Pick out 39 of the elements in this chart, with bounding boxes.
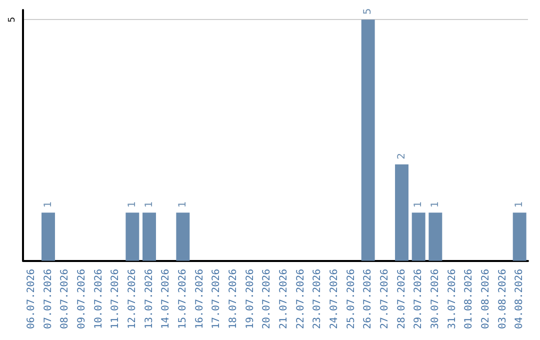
data-label: 2 [396,152,408,160]
x-tick-label: 06.07.2026 [26,268,37,330]
x-tick-label: 16.07.2026 [194,268,206,330]
x-tick-label: 03.08.2026 [497,268,508,330]
data-label: 1 [42,201,54,208]
data-label: 5 [362,8,374,15]
data-label: 1 [514,201,526,208]
x-tick-label: 13.07.2026 [144,268,155,330]
x-tick-label: 11.07.2026 [110,268,122,330]
x-tick-label: 28.07.2026 [396,268,408,330]
data-label: 1 [177,201,188,208]
x-tick-label: 29.07.2026 [413,268,424,330]
x-tick-label: 24.07.2026 [328,268,340,330]
x-tick-label: 15.07.2026 [177,268,188,330]
x-tick-label: 31.07.2026 [446,268,458,330]
x-tick-label: 23.07.2026 [312,268,324,330]
x-tick-label: 20.07.2026 [262,268,273,330]
data-label: 1 [413,201,424,208]
x-tick-label: 02.08.2026 [480,268,492,330]
x-tick-label: 18.07.2026 [228,268,239,330]
x-tick-label: 22.07.2026 [295,268,306,330]
x-tick-label: 12.07.2026 [126,268,138,330]
x-tick-label: 19.07.2026 [244,268,256,330]
x-tick-label: 26.07.2026 [362,268,374,330]
x-tick-label: 09.07.2026 [76,268,88,330]
data-label: 1 [144,201,155,208]
x-tick-label: 17.07.2026 [211,268,222,330]
x-tick-label: 21.07.2026 [278,268,290,330]
data-label: 1 [430,201,441,208]
x-tick-label: 04.08.2026 [514,268,526,330]
x-tick-label: 01.08.2026 [464,268,475,330]
x-tick-label: 25.07.2026 [346,268,357,330]
x-tick-label: 07.07.2026 [42,268,54,330]
x-tick-label: 14.07.2026 [160,268,172,330]
x-tick-label: 30.07.2026 [430,268,441,330]
data-label: 1 [126,201,138,208]
x-tick-label: 08.07.2026 [60,268,71,330]
x-tick-label: 27.07.2026 [379,268,390,330]
x-tick-label: 10.07.2026 [93,268,104,330]
